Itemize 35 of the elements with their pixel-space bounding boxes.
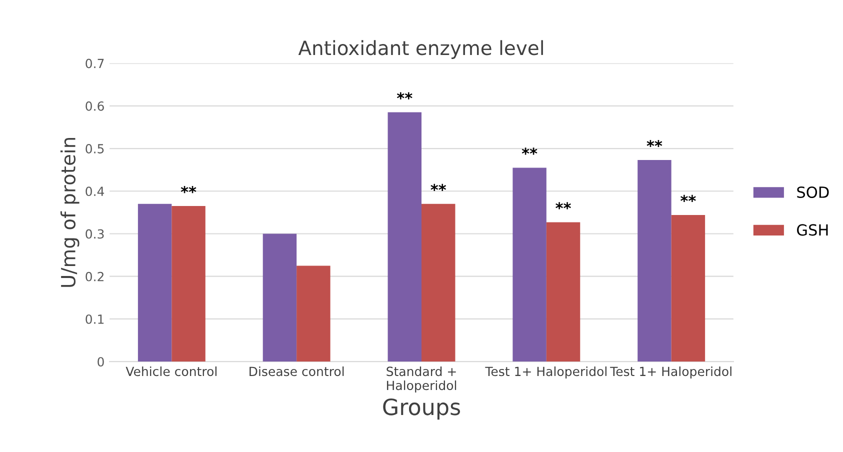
y-tick-label: 0.7 (86, 58, 104, 68)
x-tick-label: Standard + Haloperidol (386, 366, 456, 393)
bar (512, 168, 546, 362)
bar (172, 206, 206, 362)
y-tick-label: 0.6 (86, 101, 104, 111)
bar (671, 214, 706, 362)
bar (422, 204, 456, 362)
data-label: ** (646, 140, 662, 148)
data-label: ** (522, 148, 538, 155)
data-label: ** (180, 186, 196, 194)
y-axis-title: U/mg of protein (60, 138, 80, 287)
bar (262, 234, 297, 362)
x-tick-label: Test 1+ Haloperidol (485, 366, 606, 379)
legend-label: GSH (797, 224, 828, 236)
data-label: ** (680, 194, 696, 202)
bar (638, 160, 672, 362)
data-label: ** (556, 202, 571, 210)
y-tick-label: 0.4 (86, 186, 104, 196)
y-tick-label: 0.2 (86, 272, 104, 282)
y-tick-label: 0.3 (86, 229, 104, 239)
data-label: ** (396, 92, 412, 100)
chart-title: Antioxidant enzyme level (298, 40, 543, 59)
legend-label: SOD (797, 186, 829, 198)
bar (388, 112, 422, 362)
y-tick-label: 0.5 (86, 144, 104, 154)
x-axis-title: Groups (383, 398, 460, 420)
x-tick-label: Test 1+ Haloperidol (610, 366, 732, 379)
bar (296, 266, 330, 362)
data-label: ** (430, 184, 446, 191)
bar (138, 204, 172, 362)
x-tick-label: Vehicle control (126, 366, 216, 376)
x-tick-label: Disease control (250, 366, 344, 376)
y-tick-label: 0 (98, 357, 104, 367)
bar (546, 222, 580, 362)
y-tick-label: 0.1 (86, 314, 104, 324)
